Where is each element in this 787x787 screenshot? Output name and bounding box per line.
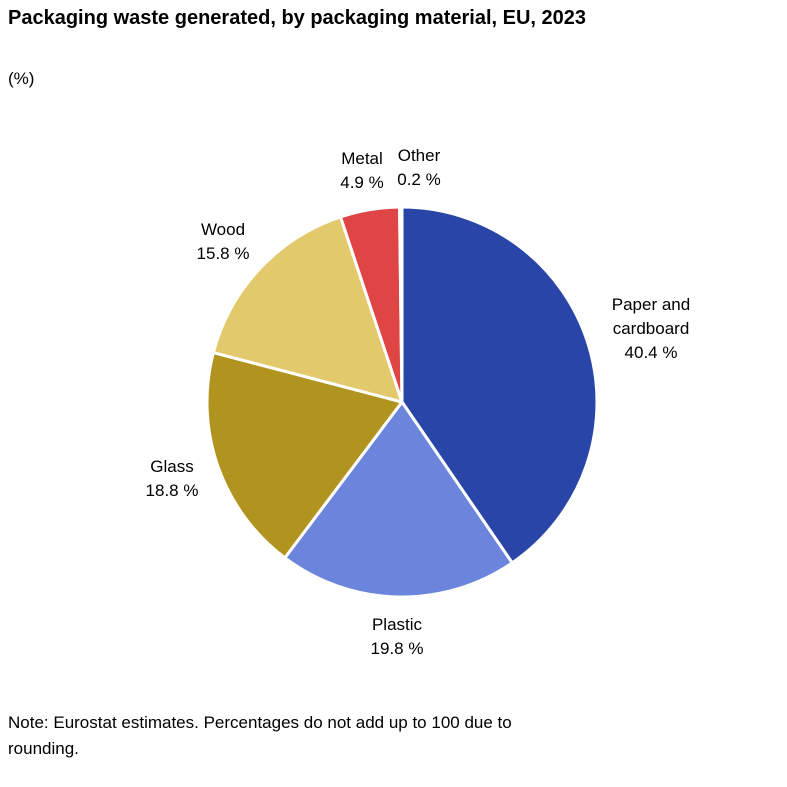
slice-label-plastic: Plastic 19.8 % bbox=[371, 615, 424, 658]
slice-label-glass: Glass 18.8 % bbox=[146, 457, 199, 500]
pie-slice-paper-and-cardboard bbox=[400, 205, 599, 565]
slice-label-other: Other 0.2 % bbox=[397, 146, 440, 189]
pie-labels: Paper and cardboard 40.4 % Plastic 19.8 % Gla… bbox=[146, 146, 691, 658]
chart-unit: (%) bbox=[8, 69, 35, 88]
chart-title: Packaging waste generated, by packaging … bbox=[8, 7, 587, 29]
pie-slices bbox=[205, 205, 599, 599]
chart-note: Note: Eurostat estimates. Percentages do… bbox=[8, 713, 512, 758]
slice-label-wood: Wood 15.8 % bbox=[197, 220, 250, 263]
pie-slice-other bbox=[398, 205, 404, 404]
pie-slice-glass bbox=[205, 351, 404, 560]
pie-slice-plastic bbox=[283, 400, 514, 599]
slice-label-metal: Metal 4.9 % bbox=[340, 149, 383, 192]
slice-label-paper-and-cardboard: Paper and cardboard 40.4 % bbox=[612, 295, 690, 362]
